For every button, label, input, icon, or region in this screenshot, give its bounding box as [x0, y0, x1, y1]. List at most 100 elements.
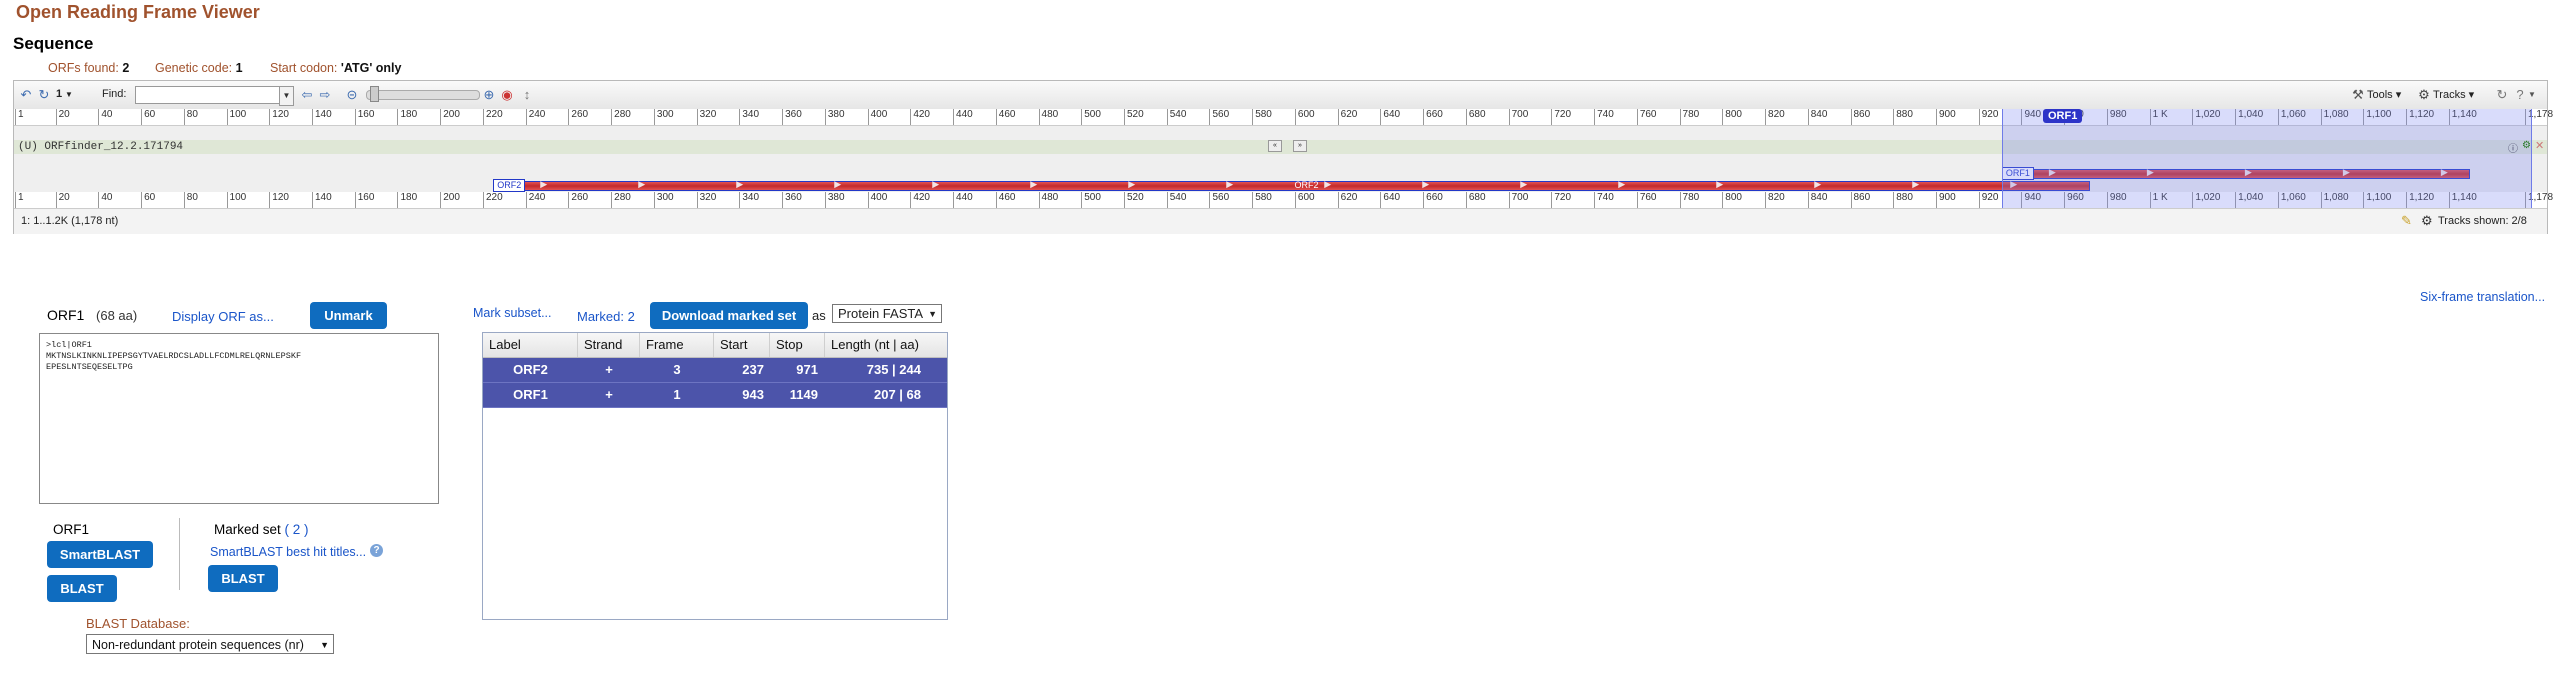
ruler-tick: 560 [1209, 109, 1229, 125]
column-stop[interactable]: Stop [770, 333, 825, 357]
download-marked-button[interactable]: Download marked set [650, 302, 808, 329]
find-input[interactable] [135, 86, 291, 104]
track-close-icon[interactable]: ✕ [2535, 140, 2545, 152]
sequence-viewer[interactable]: ↶ ↻ 1 ▼ Find: ▼ ⇦ ⇨ ⊝ ⊕ ◉ ↕ ⚒ Tools ▾ ⚙ … [13, 80, 2553, 234]
strand-arrow-icon: ▶ [2010, 179, 2018, 189]
fit-icon[interactable]: ↕ [523, 87, 531, 102]
column-strand[interactable]: Strand [578, 333, 640, 357]
ruler-tick: 620 [1337, 192, 1357, 208]
ruler-tick: 980 [2106, 109, 2127, 125]
cell-label: ORF2 [513, 362, 548, 377]
position-flag[interactable]: ORF1 [2043, 109, 2083, 123]
blast-db-select[interactable]: Non-redundant protein sequences (nr) ▼ [86, 634, 334, 654]
cell-start: 943 [742, 387, 764, 402]
ruler-tick: 1,140 [2448, 109, 2477, 125]
orf-track-label[interactable]: ORF1 [2001, 167, 2034, 180]
mark-subset-link[interactable]: Mark subset... [473, 306, 552, 320]
db-chevron-down-icon: ▼ [320, 640, 329, 650]
strand-arrow-icon: ▶ [2146, 167, 2154, 177]
column-length[interactable]: Length (nt | aa) [831, 337, 919, 352]
ruler-tick: 540 [1166, 192, 1186, 208]
column-start[interactable]: Start [714, 333, 770, 357]
ruler-tick: 100 [226, 192, 246, 208]
zoom-to-sequence-icon[interactable]: ◉ [501, 87, 513, 102]
arrow-left-icon[interactable]: ⇦ [301, 87, 313, 102]
ruler-tick: 560 [1209, 192, 1229, 208]
tracks-menu[interactable]: Tracks ▾ [2433, 89, 2475, 101]
ruler-tick: 1 K [2149, 109, 2168, 125]
ruler-tick: 1,080 [2320, 109, 2349, 125]
ruler-tick: 1,100 [2363, 109, 2391, 125]
track-collapse-icon[interactable]: « [1268, 140, 1282, 152]
refresh-icon[interactable]: ↻ [2496, 87, 2508, 102]
format-select[interactable]: Protein FASTA ▼ [832, 304, 942, 323]
zoom-out-icon[interactable]: ⊝ [346, 87, 358, 102]
ruler-tick: 600 [1294, 192, 1315, 208]
question-icon[interactable]: ? [370, 544, 383, 557]
strand-arrow-icon: ▶ [1618, 179, 1626, 189]
ruler-tick: 60 [141, 109, 155, 125]
smartblast-button[interactable]: SmartBLAST [47, 541, 153, 568]
strand-arrow-icon: ▶ [1814, 179, 1822, 189]
ruler-tick: 340 [739, 192, 759, 208]
ruler-tick: 1,120 [2406, 192, 2434, 208]
ruler-tick: 580 [1252, 192, 1272, 208]
table-row[interactable]: ORF1 + 1 943 1149 207 | 68 [483, 383, 947, 408]
ruler-tick: 140 [312, 192, 332, 208]
track-expand-icon[interactable]: » [1293, 140, 1307, 152]
ruler-tick: 760 [1636, 109, 1657, 125]
help-menu-icon[interactable]: ▼ [2528, 90, 2536, 99]
orf-track-label[interactable]: ORF2 [493, 179, 526, 192]
ruler-tick: 460 [995, 192, 1015, 208]
marked-blast-button[interactable]: BLAST [208, 565, 278, 592]
arrow-right-icon[interactable]: ⇨ [319, 87, 331, 102]
zoom-slider-thumb[interactable] [370, 86, 379, 102]
column-frame[interactable]: Frame [640, 333, 714, 357]
tools-menu[interactable]: Tools ▾ [2367, 89, 2402, 101]
six-frame-link[interactable]: Six-frame translation... [2420, 290, 2546, 304]
zoom-slider[interactable] [366, 90, 480, 100]
orf-feature-bar[interactable]: ▶ ▶ ▶ ▶ ▶ ▶ ▶ ▶ ▶ ▶ ▶ ▶ ▶ ▶ ▶ ▶ ORF2 [519, 179, 2090, 191]
find-dropdown-icon[interactable]: ▼ [279, 86, 294, 106]
ruler-tick: 280 [611, 109, 631, 125]
ruler-tick: 1 [15, 109, 24, 125]
ruler-tick: 1,120 [2406, 109, 2434, 125]
zoom-in-icon[interactable]: ⊕ [483, 87, 495, 102]
blast-button[interactable]: BLAST [47, 575, 117, 602]
ruler-tick: 660 [1423, 192, 1443, 208]
ruler-tick: 1,040 [2235, 192, 2263, 208]
ruler-tick: 1,020 [2192, 192, 2220, 208]
ruler-tick: 520 [1123, 192, 1144, 208]
strand-arrow-icon: ▶ [736, 179, 744, 189]
ruler-tick: 1,080 [2320, 192, 2349, 208]
ruler-tick: 40 [98, 192, 112, 208]
cell-start: 237 [742, 362, 764, 377]
unmark-button[interactable]: Unmark [310, 302, 387, 329]
fasta-textarea[interactable]: >lcl|ORF1 MKTNSLKINKNLIPEPSGYTVAELRDCSLA… [39, 333, 439, 504]
ruler-tick: 220 [482, 109, 503, 125]
tools-icon[interactable]: ⚒ [2352, 87, 2364, 102]
ruler-tick: 360 [782, 109, 802, 125]
ruler-tick: 920 [1978, 192, 1998, 208]
ruler-tick: 860 [1850, 192, 1870, 208]
display-orf-link[interactable]: Display ORF as... [172, 309, 274, 324]
track-settings-icon[interactable]: ⚙ [2522, 140, 2531, 151]
gear-icon[interactable]: ⚙ [2418, 87, 2430, 102]
zoom-level[interactable]: 1 [56, 88, 63, 100]
ruler-tick: 840 [1807, 192, 1827, 208]
reload-icon[interactable]: ↻ [38, 87, 50, 102]
info-icon[interactable]: ⓘ [2508, 144, 2518, 155]
ruler-tick: 720 [1551, 109, 1571, 125]
ruler-tick: 780 [1679, 192, 1699, 208]
ruler-tick: 220 [482, 192, 503, 208]
help-icon[interactable]: ? [2516, 87, 2524, 102]
ruler-tick: 40 [98, 109, 112, 125]
ruler-top: 1 20 40 60 80 100 120 140 160 180 200 220 240 260 280 3… [14, 109, 2553, 126]
column-label[interactable]: Label [483, 333, 578, 357]
back-icon[interactable]: ↶ [20, 87, 32, 102]
table-row[interactable]: ORF2 + 3 237 971 735 | 244 [483, 358, 947, 383]
smartblast-titles-link[interactable]: SmartBLAST best hit titles... [210, 545, 367, 559]
tracks-gear-icon[interactable]: ⚙ [2421, 213, 2433, 228]
pencil-icon[interactable]: ✎ [2401, 213, 2412, 228]
chevron-down-icon[interactable]: ▼ [65, 90, 73, 99]
